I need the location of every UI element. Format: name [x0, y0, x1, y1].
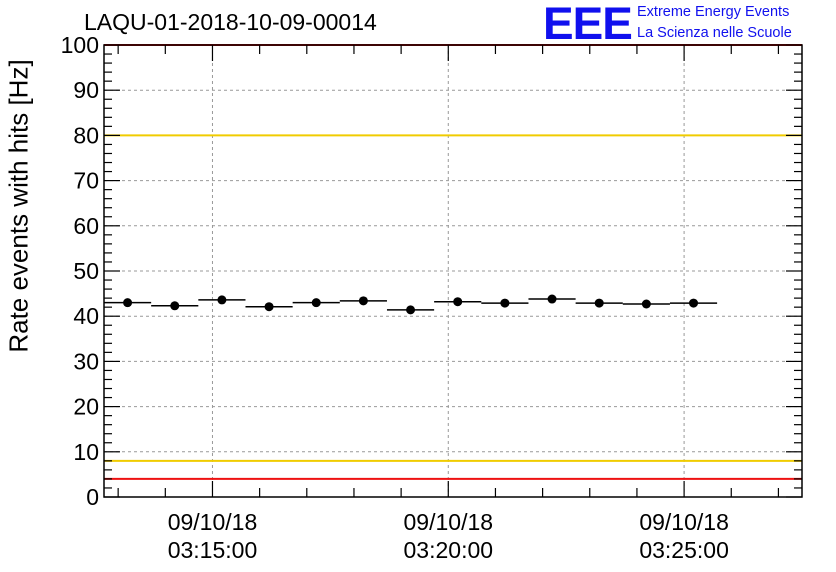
y-tick-label: 30: [73, 348, 99, 374]
y-tick-label: 90: [73, 77, 99, 103]
x-tick-date: 09/10/18: [168, 509, 258, 535]
y-tick-label: 60: [73, 213, 99, 239]
x-tick-date: 09/10/18: [639, 509, 729, 535]
data-point: [170, 301, 180, 311]
y-axis-label: Rate events with hits [Hz]: [3, 59, 34, 353]
x-tick-time: 03:25:00: [639, 537, 729, 563]
data-point: [500, 298, 510, 308]
logo-caption-line1: Extreme Energy Events: [637, 4, 790, 20]
data-point: [453, 297, 463, 307]
data-point: [641, 299, 651, 309]
y-tick-label: 80: [73, 122, 99, 148]
data-point: [311, 298, 321, 308]
data-point: [689, 298, 699, 308]
x-tick-date: 09/10/18: [404, 509, 494, 535]
y-tick-label: 40: [73, 303, 99, 329]
y-tick-label: 20: [73, 394, 99, 420]
data-point: [406, 305, 416, 315]
eee-logo: EEE: [543, 0, 633, 49]
y-tick-label: 70: [73, 168, 99, 194]
logo-caption-line2: La Scienza nelle Scuole: [637, 25, 792, 41]
data-point: [547, 294, 557, 304]
data-point: [217, 295, 227, 305]
y-tick-label: 100: [61, 32, 99, 58]
data-point: [358, 296, 368, 306]
x-tick-time: 03:15:00: [168, 537, 258, 563]
x-tick-time: 03:20:00: [404, 537, 494, 563]
data-point: [123, 298, 133, 308]
chart-title: LAQU-01-2018-10-09-00014: [84, 9, 377, 35]
y-tick-label: 50: [73, 258, 99, 284]
data-point: [264, 302, 274, 312]
data-point: [594, 298, 604, 308]
y-tick-label: 10: [73, 439, 99, 465]
y-tick-label: 0: [86, 484, 99, 510]
